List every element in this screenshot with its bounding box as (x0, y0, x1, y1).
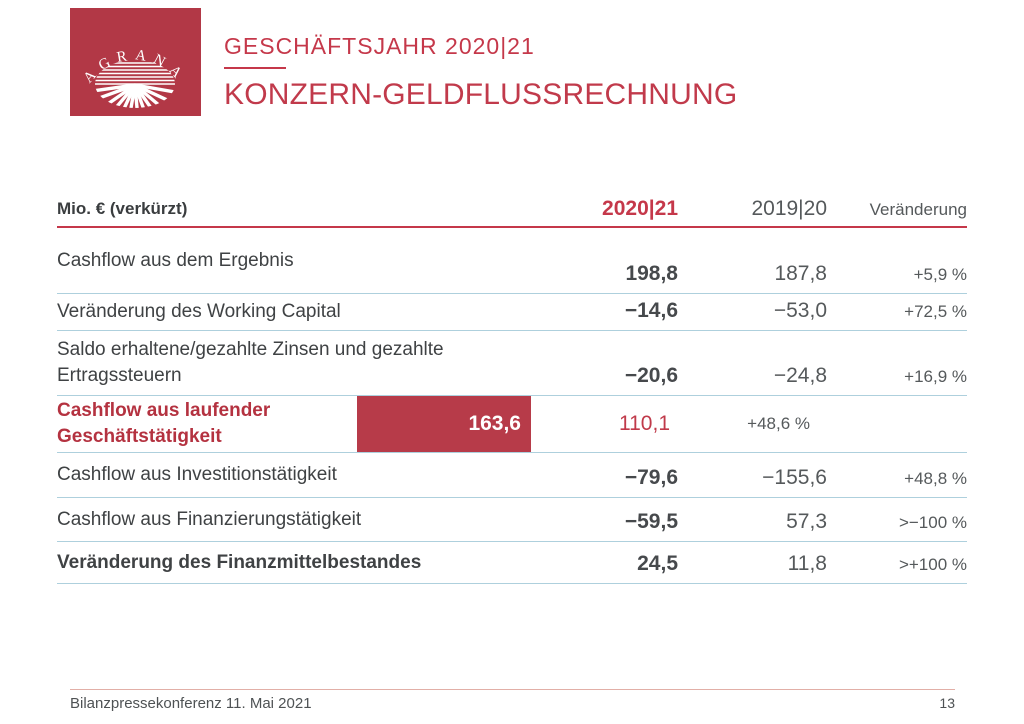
value-2020-21: −20,6 (624, 364, 678, 387)
value-change: +5,9 % (913, 265, 967, 284)
value-2020-21: −79,6 (624, 466, 678, 489)
row-label: Saldo erhaltene/gezahlte Zinsen und geza… (57, 339, 444, 386)
value-2019-20: 187,8 (774, 262, 827, 285)
row-label: Cashflow aus Finanzierungstätigkeit (57, 508, 362, 530)
row-label: Cashflow aus Investitionstätigkeit (57, 464, 337, 486)
value-change: +48,6 % (747, 414, 810, 433)
row-label: Veränderung des Finanzmittelbestandes (57, 551, 422, 573)
column-header-change: Veränderung (869, 200, 967, 219)
value-2019-20: −155,6 (762, 466, 827, 489)
page-title: KONZERN-GELDFLUSSRECHNUNG (224, 78, 738, 111)
column-header-2019-20: 2019|20 (751, 197, 827, 220)
table-row-highlighted: Cashflow aus laufender Geschäftstätigkei… (57, 396, 967, 453)
value-2020-21: 198,8 (625, 262, 678, 285)
cashflow-table: Mio. € (verkürzt) 2020|21 2019|20 Veränd… (57, 195, 967, 584)
table-header-row: Mio. € (verkürzt) 2020|21 2019|20 Veränd… (57, 195, 967, 228)
row-label: Cashflow aus dem Ergebnis (57, 249, 294, 271)
column-header-2020-21: 2020|21 (602, 197, 678, 220)
slide-header: GESCHÄFTSJAHR 2020|21 KONZERN-GELDFLUSSR… (224, 33, 737, 112)
logo-field-icon (95, 62, 175, 108)
table-row-total: Veränderung des Finanzmittelbestandes 24… (57, 542, 967, 584)
table-row: Cashflow aus dem Ergebnis 198,8 187,8 +5… (57, 228, 967, 294)
value-change: +16,9 % (904, 367, 967, 386)
value-change: +72,5 % (904, 302, 967, 321)
table-row: Veränderung des Working Capital −14,6 −5… (57, 294, 967, 331)
page-number: 13 (939, 695, 955, 711)
table-row: Saldo erhaltene/gezahlte Zinsen und geza… (57, 331, 967, 396)
value-2019-20: 57,3 (786, 510, 827, 533)
row-label: Cashflow aus laufender Geschäftstätigkei… (57, 400, 271, 447)
footer-event-date: Bilanzpressekonferenz 11. Mai 2021 (70, 695, 312, 712)
value-change: >+100 % (898, 555, 967, 574)
value-2019-20: −24,8 (773, 364, 827, 387)
slide-subtitle: GESCHÄFTSJAHR 2020|21 (224, 33, 535, 59)
value-2019-20: 11,8 (787, 552, 827, 575)
agrana-logo-image: AGRANA (70, 8, 201, 116)
value-2019-20: −53,0 (773, 299, 827, 322)
value-2020-21: −14,6 (624, 299, 678, 322)
column-header-unit: Mio. € (verkürzt) (57, 199, 188, 219)
value-2020-21-highlight-box: 163,6 (357, 396, 531, 452)
value-change: >−100 % (898, 513, 967, 532)
value-change: +48,8 % (904, 469, 967, 488)
row-label: Veränderung des Working Capital (57, 301, 341, 323)
slide-footer: Bilanzpressekonferenz 11. Mai 2021 13 (70, 689, 955, 712)
agrana-logo: AGRANA (70, 8, 201, 116)
value-2020-21: 24,5 (637, 552, 678, 575)
subtitle-underline (224, 67, 286, 69)
value-2020-21: −59,5 (624, 510, 678, 533)
value-2019-20: 110,1 (619, 412, 670, 435)
table-row: Cashflow aus Finanzierungstätigkeit −59,… (57, 498, 967, 542)
table-row: Cashflow aus Investitionstätigkeit −79,6… (57, 453, 967, 498)
